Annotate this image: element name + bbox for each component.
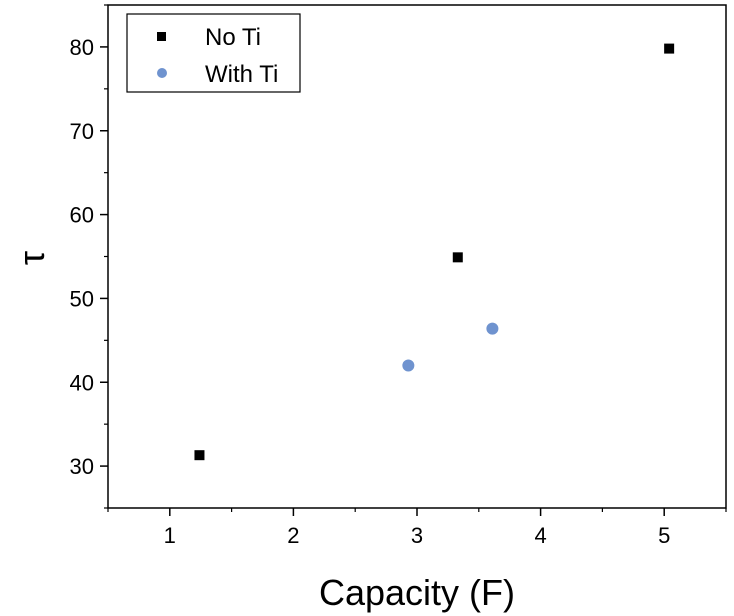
- data-point-with-ti: [402, 359, 415, 372]
- x-tick-label: 3: [411, 523, 423, 548]
- y-tick-label: 40: [70, 370, 94, 395]
- x-axis-ticks: 1 2 3 4 5: [107, 508, 727, 548]
- data-point-no-ti: [664, 43, 675, 54]
- y-tick-label: 30: [70, 454, 94, 479]
- x-tick-label: 1: [164, 523, 176, 548]
- y-axis-ticks: 30 40 50 60 70 80: [70, 4, 108, 509]
- y-tick-label: 80: [70, 35, 94, 60]
- legend-marker-with-ti: [157, 68, 167, 78]
- x-tick-label: 4: [534, 523, 546, 548]
- y-axis-label: τ: [11, 251, 52, 265]
- legend: No Ti With Ti: [126, 13, 301, 93]
- legend-label-no-ti: No Ti: [205, 24, 261, 51]
- data-point-with-ti: [486, 322, 499, 335]
- legend-marker-no-ti: [157, 32, 166, 41]
- y-tick-label: 50: [70, 286, 94, 311]
- y-tick-label: 70: [70, 119, 94, 144]
- legend-box: [126, 13, 301, 93]
- y-tick-label: 60: [70, 203, 94, 228]
- x-tick-label: 5: [658, 523, 670, 548]
- data-point-no-ti: [194, 450, 205, 461]
- x-tick-label: 2: [287, 523, 299, 548]
- data-points: [194, 43, 675, 461]
- legend-label-with-ti: With Ti: [205, 61, 278, 88]
- data-point-no-ti: [452, 252, 463, 263]
- x-axis-label: Capacity (F): [319, 572, 515, 613]
